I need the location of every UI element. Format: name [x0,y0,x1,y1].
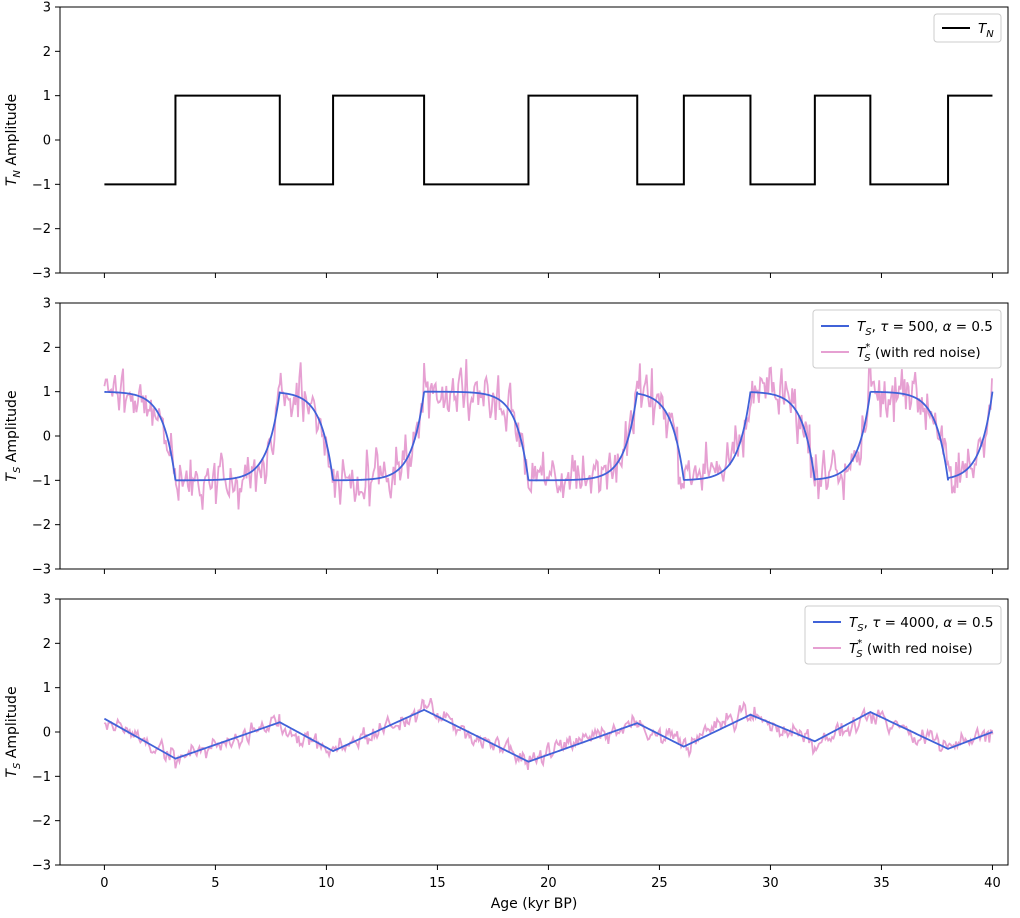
y-tick-label: 2 [43,637,51,652]
y-tick-label: −1 [32,178,51,193]
legend: TS, τ = 4000, α = 0.5 T* S (with red noise… [804,605,1002,665]
y-tick-label: 1 [43,385,51,400]
legend-label: T* S (with red noise) [857,342,981,364]
x-tick-label: 35 [873,876,890,891]
y-tick-label: −3 [32,563,51,578]
series-line-ts [103,708,993,763]
series-line-ts [104,390,994,482]
panel-2: −3 −2 −1 0 1 2 3 TS Amplitude TS, τ = 500, α = 0… [4,297,1009,578]
legend-label: TS, τ = 4000, α = 0.5 [849,615,993,634]
x-tick-label: 20 [540,876,557,891]
y-tick-label: 0 [43,134,51,149]
legend-label: T* S (with red noise) [849,638,973,660]
legend: TN [933,13,1002,43]
y-tick-label: 2 [43,341,51,356]
y-axis-label: TS Amplitude [4,686,23,777]
y-tick-label: 1 [43,89,51,104]
y-tick-label: −3 [32,267,51,282]
y-tick-label: 2 [43,45,51,60]
x-axis-label: Age (kyr BP) [491,896,578,912]
y-tick-label: −1 [32,474,51,489]
series-line-tn [104,94,993,186]
x-tick-label: 25 [651,876,668,891]
y-tick-label: −1 [32,770,51,785]
y-tick-label: −2 [32,222,51,237]
y-tick-label: 0 [43,726,51,741]
y-tick-label: −2 [32,814,51,829]
legend-box [812,309,1002,369]
plot-frame [59,6,1009,274]
y-axis-label: TN Amplitude [4,94,23,186]
y-tick-label: 1 [43,681,51,696]
x-tick-label: 40 [984,876,1001,891]
legend-label: TN [978,21,994,40]
y-axis-label: TS Amplitude [4,390,23,481]
x-tick-label: 0 [100,876,108,891]
x-tick-label: 30 [762,876,779,891]
series-line-ts-noisy [103,359,993,510]
series-line-ts-noisy [103,698,994,770]
y-tick-label: −3 [32,859,51,874]
legend: TS, τ = 500, α = 0.5 T* S (with red noise) [812,309,1002,369]
x-tick-label: 15 [429,876,446,891]
y-tick-label: 3 [43,1,51,16]
y-tick-label: 0 [43,430,51,445]
y-tick-label: 3 [43,593,51,608]
y-tick-label: −2 [32,518,51,533]
x-tick-label: 10 [318,876,335,891]
x-tick-label: 5 [211,876,219,891]
legend-label: TS, τ = 500, α = 0.5 [857,319,993,338]
y-tick-label: 3 [43,297,51,312]
legend-box [804,605,1002,665]
panel-1: −3 −2 −1 0 1 2 3 TN Amplitude TN [4,1,1009,282]
